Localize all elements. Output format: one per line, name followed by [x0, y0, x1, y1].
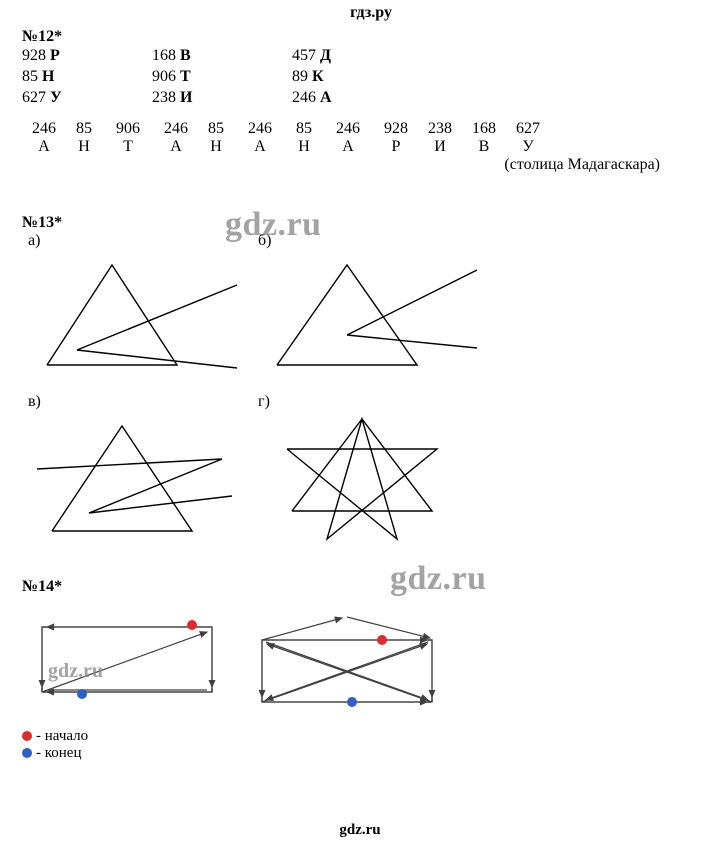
ex13-title: №13*	[22, 214, 720, 232]
ex13-figure-d	[252, 411, 492, 546]
cell: Н	[42, 68, 54, 85]
seq-item: 238И	[418, 120, 462, 155]
page-header: гдз.ру	[22, 0, 720, 22]
cell: 627	[22, 89, 46, 106]
ex12-letter-table: 928 Р 168 В 457 Д 85 Н 906 Т 89 К 627 У …	[22, 46, 720, 108]
watermark: gdz.ru	[48, 660, 103, 683]
cell: 457	[292, 47, 316, 64]
legend-dot-start	[22, 731, 32, 741]
seq-item: 928Р	[374, 120, 418, 155]
seq-item: 246А	[234, 120, 286, 155]
cell: 238	[152, 89, 176, 106]
ex13-label-d: г)	[258, 393, 492, 411]
cell: И	[180, 89, 192, 106]
cell: Р	[50, 47, 60, 64]
seq-item: 627У	[506, 120, 550, 155]
legend-dot-end	[22, 748, 32, 758]
ex13-figure-a	[22, 250, 252, 385]
seq-item: 246А	[154, 120, 198, 155]
cell: Д	[320, 47, 331, 64]
ex13-figure-b	[252, 250, 492, 385]
page-footer: gdz.ru	[0, 822, 720, 839]
cell: 928	[22, 47, 46, 64]
cell: 89	[292, 68, 308, 85]
cell: 906	[152, 68, 176, 85]
seq-item: 246А	[322, 120, 374, 155]
cell: У	[50, 89, 62, 106]
seq-item: 85Н	[286, 120, 322, 155]
cell: Т	[180, 68, 191, 85]
seq-item: 246А	[22, 120, 66, 155]
ex14-figure-right	[242, 612, 462, 722]
cell: А	[320, 89, 332, 106]
cell: 246	[292, 89, 316, 106]
ex12-caption: (столица Мадагаскара)	[22, 156, 720, 174]
ex12-title: №12*	[22, 28, 720, 46]
seq-item: 906Т	[102, 120, 154, 155]
seq-item: 168В	[462, 120, 506, 155]
cell: 168	[152, 47, 176, 64]
seq-item: 85Н	[198, 120, 234, 155]
ex13-label-a: а)	[28, 232, 252, 250]
ex14-legend: - начало - конец	[22, 728, 720, 762]
ex12-sequence: 246А85Н906Т246А85Н246А85Н246А928Р238И168…	[22, 120, 720, 155]
ex14-title: №14*	[22, 578, 720, 596]
legend-start-label: - начало	[36, 728, 88, 744]
legend-end-label: - конец	[36, 745, 81, 761]
seq-item: 85Н	[66, 120, 102, 155]
ex13-label-c: в)	[28, 393, 252, 411]
cell: 85	[22, 68, 38, 85]
watermark: gdz.ru	[225, 206, 322, 244]
watermark: gdz.ru	[390, 560, 487, 598]
cell: К	[312, 68, 324, 85]
cell: В	[180, 47, 191, 64]
ex13-figure-c	[22, 411, 252, 546]
